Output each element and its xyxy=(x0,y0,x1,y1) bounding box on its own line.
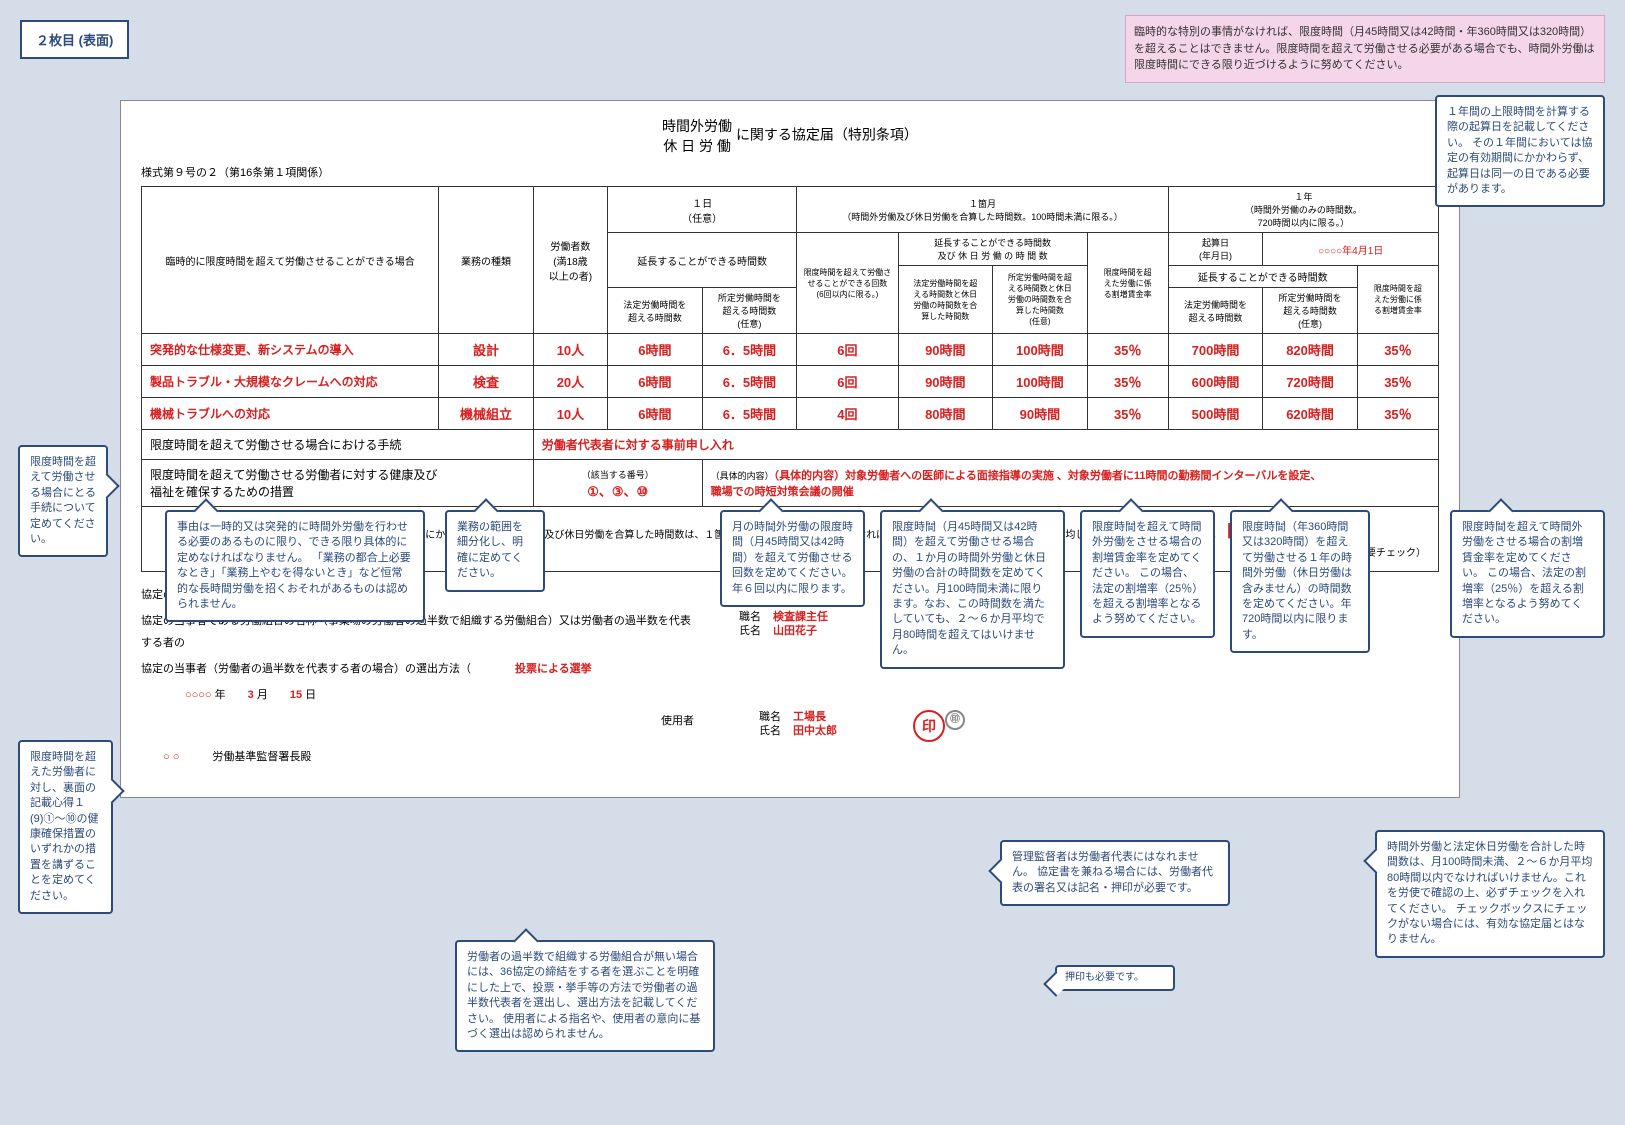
callout-procedure: 限度時間を超えて労働させる場合にとる手続について定めてください。 xyxy=(18,445,108,557)
callout-seal: 押印も必要です。 xyxy=(1055,965,1175,991)
callout-month-times: 月の時間外労働の限度時間（月45時間又は42時間）を超えて労働させる回数を定めて… xyxy=(720,510,865,607)
table-row: 機械トラブルへの対応機械組立10人6時間6．5時間4回80時間90時間35％50… xyxy=(142,398,1439,430)
callout-start-date: １年間の上限時間を計算する際の起算日を記載してください。 その１年間においては協… xyxy=(1435,95,1605,207)
callout-limit-month: 限度時間（月45時間又は42時間）を超えて労働させる場合の、１か月の時間外労働と… xyxy=(880,510,1065,669)
callout-reason: 事由は一時的又は突発的に時間外労働を行わせる必要のあるものに限り、できる限り具体… xyxy=(165,510,425,622)
form-number: 様式第９号の２（第16条第１項関係） xyxy=(141,164,1439,180)
callout-union: 労働者の過半数で組織する労働組合が無い場合には、36協定の締結をする者を選ぶこと… xyxy=(455,940,715,1052)
table-row: 製品トラブル・大規模なクレームへの対応検査20人6時間6．5時間6回90時間10… xyxy=(142,366,1439,398)
page-badge: ２枚目 (表面) xyxy=(20,20,129,59)
callout-limit-year: 限度時間（年360時間又は320時間）を超えて労働させる１年の時間外労働（休日労… xyxy=(1230,510,1370,653)
seal-stamp: 印 xyxy=(913,710,945,742)
callout-health: 限度時間を超えた労働者に対し、裏面の記載心得１(9)①～⑩の健康確保措置のいずれ… xyxy=(18,740,113,914)
callout-checkbox: 時間外労働と法定休日労働を合計した時間数は、月100時間未満、２～６か月平均80… xyxy=(1375,830,1605,958)
callout-work-type: 業務の範囲を細分化し、明確に定めてください。 xyxy=(445,510,545,592)
seal-gray: ㊞ xyxy=(945,710,965,730)
callout-premium-month: 限度時間を超えて時間外労働をさせる場合の割増賃金率を定めてください。 この場合、… xyxy=(1080,510,1215,638)
document: 時間外労働休 日 労 働 に関する協定届（特別条項） 様式第９号の２（第16条第… xyxy=(120,100,1460,798)
callout-premium-year: 限度時間を超えて時間外労働をさせる場合の割増賃金率を定めてください。 この場合、… xyxy=(1450,510,1605,638)
callout-manager: 管理監督者は労働者代表にはなれません。 協定書を兼ねる場合には、労働者代表の署名… xyxy=(1000,840,1230,906)
table-row: 突発的な仕様変更、新システムの導入設計10人6時間6．5時間6回90時間100時… xyxy=(142,334,1439,366)
notice-box: 臨時的な特別の事情がなければ、限度時間（月45時間又は42時間・年360時間又は… xyxy=(1125,15,1605,83)
doc-title: 時間外労働休 日 労 働 に関する協定届（特別条項） xyxy=(141,116,1439,156)
